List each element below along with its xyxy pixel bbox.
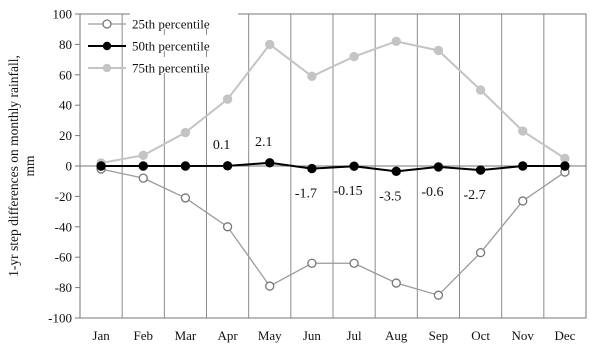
- x-tick-label: Sep: [429, 328, 449, 343]
- series-point: [391, 36, 401, 47]
- legend-marker: [102, 63, 112, 73]
- series-point: [96, 161, 106, 171]
- x-tick-label: Jun: [303, 328, 322, 343]
- legend-marker: [102, 41, 112, 51]
- y-tick-label: -100: [48, 311, 72, 326]
- legend-label: 50th percentile: [132, 39, 210, 54]
- x-tick-label: Aug: [385, 328, 408, 343]
- y-tick-label: 80: [59, 37, 72, 52]
- y-tick-labels: -100 -80 -60 -40 -20 0 20 40 60 80 100: [48, 7, 72, 326]
- legend-text-bg: [130, 35, 238, 51]
- series-point: [475, 247, 486, 258]
- y-tick-label: 20: [59, 128, 72, 143]
- series-point: [180, 193, 191, 203]
- series-group: [96, 36, 570, 300]
- series-point: [222, 222, 233, 232]
- series-point: [349, 51, 359, 62]
- y-tick-label: -20: [55, 189, 72, 204]
- data-label: 0.1: [213, 138, 231, 153]
- legend-label: 25th percentile: [132, 17, 210, 32]
- y-tick-label: 60: [59, 67, 72, 82]
- x-tick-label: Jan: [92, 328, 110, 343]
- y-axis-title-line-2: mm: [22, 155, 37, 177]
- series-point: [180, 127, 191, 138]
- series-point: [518, 196, 528, 206]
- data-label: -1.7: [295, 187, 317, 202]
- y-tick-label: -60: [55, 250, 72, 265]
- x-tick-label: Oct: [471, 328, 490, 343]
- series-0: [96, 164, 570, 300]
- series-point: [265, 39, 275, 50]
- series-point: [180, 161, 191, 171]
- series-1: [96, 158, 570, 177]
- x-tick-label: Feb: [134, 328, 154, 343]
- y-tick-label: -40: [55, 219, 72, 234]
- legend-label: 75th percentile: [132, 61, 210, 76]
- series-point: [222, 161, 233, 171]
- x-tick-label: Dec: [554, 328, 575, 343]
- x-tick-labels: Jan Feb Mar Apr May Jun Jul Aug Sep Oct Nov Dec: [92, 328, 575, 343]
- series-line: [100, 40, 566, 164]
- data-label: -0.6: [421, 185, 443, 200]
- series-point: [475, 85, 486, 95]
- series-point: [138, 150, 148, 161]
- legend-text-bg: [130, 13, 238, 29]
- series-point: [433, 290, 444, 300]
- series-point: [391, 278, 401, 288]
- series-point: [222, 94, 233, 104]
- series-point: [475, 165, 486, 175]
- series-line: [101, 161, 565, 173]
- x-tick-label: Nov: [512, 328, 535, 343]
- series-line: [100, 168, 566, 296]
- series-point: [138, 161, 148, 171]
- data-label: -3.5: [379, 189, 401, 204]
- legend-marker: [102, 19, 112, 29]
- y-tick-label: -80: [55, 280, 72, 295]
- data-label: -0.15: [333, 184, 362, 199]
- x-tick-label: Mar: [175, 328, 197, 343]
- series-point: [265, 281, 275, 291]
- y-tick-label: 0: [66, 159, 73, 174]
- data-labels: 0.1 2.1 -1.7 -0.15 -3.5 -0.6 -2.7: [213, 135, 486, 205]
- series-point: [391, 166, 401, 177]
- series-point: [307, 71, 317, 82]
- series-point: [518, 161, 528, 171]
- series-point: [433, 162, 444, 172]
- series-point: [560, 161, 570, 171]
- series-point: [307, 258, 317, 268]
- series-point: [349, 161, 359, 171]
- y-tick-label: 40: [59, 98, 72, 113]
- series-point: [433, 45, 444, 56]
- series-point: [138, 173, 148, 183]
- data-label: 2.1: [255, 135, 273, 150]
- legend-text-bg: [130, 57, 238, 73]
- x-tick-label: Jul: [346, 328, 362, 343]
- x-tick-label: Apr: [217, 328, 238, 343]
- series-2: [96, 36, 570, 168]
- series-point: [265, 158, 275, 168]
- series-point: [307, 163, 317, 174]
- legend: 25th percentile 50th percentile 75th perce…: [88, 13, 238, 76]
- x-tick-label: May: [258, 328, 282, 343]
- y-axis-title-line-1: 1-yr step differences on monthly rainfal…: [6, 55, 21, 277]
- y-tick-label: 100: [53, 7, 73, 22]
- series-point: [349, 258, 359, 268]
- series-point: [518, 126, 528, 136]
- data-label: -2.7: [463, 188, 485, 203]
